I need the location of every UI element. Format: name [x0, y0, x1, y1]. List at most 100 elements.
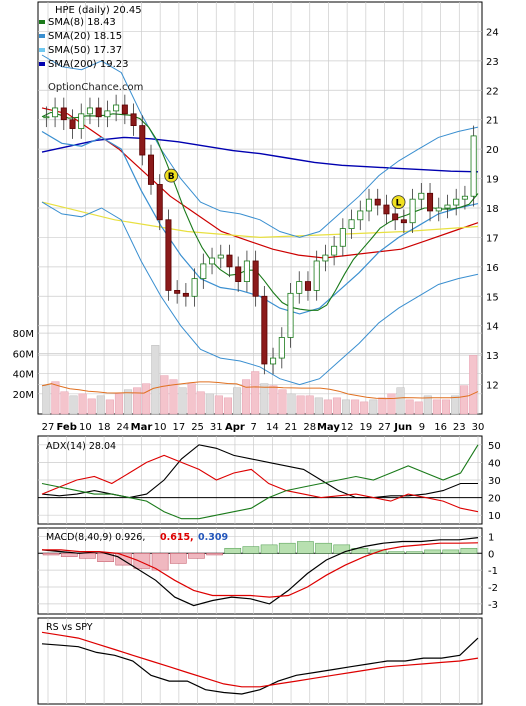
macd-histogram-bar: [115, 553, 133, 566]
adx-title: ADX(14) 28.04: [46, 441, 116, 452]
macd-histogram-bar: [442, 549, 460, 554]
candle-body: [139, 125, 146, 156]
volume-bar: [278, 389, 287, 415]
volume-bar: [233, 387, 242, 415]
candle-body: [461, 195, 468, 200]
volume-bar: [196, 391, 205, 415]
legend-swatch: [39, 62, 45, 66]
candles: [43, 94, 477, 375]
sma200-line: [41, 136, 479, 173]
macd-histogram-bar: [460, 547, 478, 554]
x-tick-label: 19: [359, 422, 372, 433]
x-tick-label: 17: [173, 422, 186, 433]
rs-title: RS vs SPY: [46, 622, 93, 633]
candle-body: [348, 219, 355, 229]
volume-bar: [351, 399, 360, 415]
marker-circle: [391, 195, 406, 210]
volume-bar: [405, 399, 414, 415]
price-title: HPE (daily) 20.45: [55, 5, 142, 16]
sma50-line: [41, 201, 479, 239]
macd-lines: [41, 537, 479, 607]
volume-bar: [105, 399, 114, 415]
macd-tick-label: -2: [488, 583, 498, 594]
volume-bar: [160, 375, 169, 415]
x-tick-label: 23: [453, 422, 466, 433]
volume-bar: [169, 379, 178, 415]
x-tick-label: 27: [378, 422, 391, 433]
candle-body: [357, 210, 364, 221]
x-tick-label: 27: [42, 422, 55, 433]
price-tick-label: 14: [486, 322, 499, 333]
legend-swatch: [39, 34, 45, 38]
price-tick-label: 19: [486, 175, 499, 186]
candle-body: [86, 107, 93, 115]
volume-bar: [133, 387, 142, 415]
volume-y-axis: 20M 40M 60M 80M: [13, 329, 34, 401]
volume-bar: [124, 389, 133, 415]
macd-histogram-bar: [333, 544, 351, 554]
candle-body: [200, 263, 207, 280]
candle-body: [261, 295, 268, 365]
volume-bar: [178, 387, 187, 415]
x-tick-label: 30: [472, 422, 485, 433]
x-tick-label: 10: [79, 422, 92, 433]
macd-histogram: [42, 541, 478, 571]
x-tick-label: 16: [434, 422, 447, 433]
candle-body: [226, 254, 233, 268]
candle-body: [156, 184, 163, 221]
macd-histogram-bar: [406, 551, 423, 554]
volume-bar: [142, 383, 151, 415]
x-tick-label: 7: [250, 422, 256, 433]
marker-label: B: [168, 172, 175, 182]
macd-histogram-bar: [260, 544, 278, 554]
volume-bar: [387, 393, 396, 415]
bollinger-lower: [41, 201, 479, 386]
volume-tick-label: 20M: [13, 390, 34, 401]
rs-panel: RS vs SPY: [37, 617, 483, 705]
candle-body: [113, 104, 120, 112]
x-tick-label: Feb: [57, 422, 77, 433]
adx-series-2: [41, 444, 479, 520]
macd-histogram-bar: [242, 546, 260, 554]
adx-tick-label: 30: [488, 476, 501, 487]
volume-bar: [369, 399, 378, 415]
x-axis: 27 Feb 10 18 24 Mar 10 17 25 31 Apr 7 14 21 28 May 12 19 2…: [42, 422, 485, 433]
price-tick-label: 24: [486, 27, 499, 38]
volume-bar: [432, 399, 441, 415]
price-tick-label: 16: [486, 263, 499, 274]
candle-body: [252, 260, 259, 297]
marker-label: L: [396, 199, 402, 209]
legend-label: SMA(50) 17.37: [48, 45, 122, 56]
price-tick-label: 12: [486, 381, 499, 392]
volume-bar: [323, 399, 332, 415]
x-tick-label: 25: [191, 422, 204, 433]
price-lines: [41, 54, 479, 400]
adx-tick-label: 10: [488, 511, 501, 522]
sma8-line: [41, 111, 479, 311]
price-y-axis: 12 13 14 15 16 17 18 19 20 21 22 23 24: [486, 27, 499, 391]
signal-markers: BL: [164, 168, 406, 210]
legend: SMA(8) 18.43 SMA(20) 18.15 SMA(50) 17.37 SM…: [39, 17, 129, 70]
volume-bar: [60, 391, 69, 415]
price-tick-label: 17: [486, 233, 499, 244]
x-tick-label: 31: [210, 422, 223, 433]
macd-frame: [37, 527, 483, 615]
candle-body: [383, 204, 390, 215]
macd-histogram-bar: [387, 551, 405, 554]
candle-body: [287, 292, 294, 338]
x-tick-label: Jun: [393, 422, 412, 433]
volume-bar: [42, 385, 51, 415]
macd-histogram-bar: [151, 553, 169, 571]
candle-body: [365, 198, 373, 212]
rs-grid: [47, 618, 479, 704]
candle-body: [69, 119, 76, 129]
volume-bar: [223, 397, 233, 415]
candle-body: [270, 357, 277, 365]
rs-lines: [41, 631, 479, 695]
candle-body: [296, 281, 303, 294]
macd-histogram-bar: [188, 553, 205, 559]
price-tick-label: 18: [486, 204, 499, 215]
volume-bar: [441, 399, 450, 415]
volume-bar: [242, 379, 251, 415]
